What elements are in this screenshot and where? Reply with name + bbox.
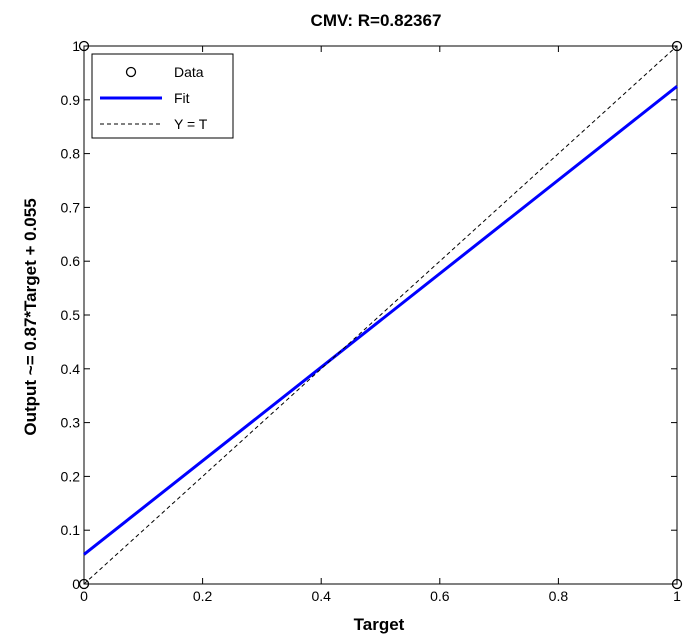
y-tick-label: 0.6 (61, 253, 81, 269)
x-tick-label: 0.2 (193, 588, 213, 604)
y-tick-label: 0.8 (61, 146, 81, 162)
y-tick-label: 0.3 (61, 415, 81, 431)
legend-box (91, 53, 234, 139)
data-point (671, 40, 683, 52)
y-tick-label: 0.4 (61, 361, 81, 377)
x-tick-label: 0 (80, 588, 88, 604)
y-tick-label: 0 (72, 576, 80, 592)
y-tick-label: 0.1 (61, 522, 81, 538)
y-axis-title: Output ~= 0.87*Target + 0.055 (21, 198, 40, 435)
legend-label-data: Data (174, 64, 204, 80)
data-point (78, 578, 90, 590)
y-tick-label: 1 (72, 38, 80, 54)
y-tick-label: 0.5 (61, 307, 81, 323)
y-tick-label: 0.2 (61, 468, 81, 484)
legend: Data Fit Y = T (91, 53, 234, 139)
data-point (78, 40, 90, 52)
y-tick-label: 0.9 (61, 92, 81, 108)
data-point (671, 578, 683, 590)
legend-label-y-t: Y = T (174, 116, 208, 132)
y-tick-label: 0.7 (61, 199, 81, 215)
x-tick-label: 1 (673, 588, 681, 604)
chart-title: CMV: R=0.82367 (311, 11, 442, 30)
x-tick-label: 0.8 (549, 588, 569, 604)
legend-swatch-data (125, 66, 137, 78)
legend-label-fit: Fit (174, 90, 190, 106)
x-tick-label: 0.6 (430, 588, 450, 604)
series-line-fit (83, 85, 678, 556)
series-line-y-t (83, 45, 678, 585)
x-axis-title: Target (354, 615, 405, 634)
x-tick-label: 0.4 (311, 588, 331, 604)
